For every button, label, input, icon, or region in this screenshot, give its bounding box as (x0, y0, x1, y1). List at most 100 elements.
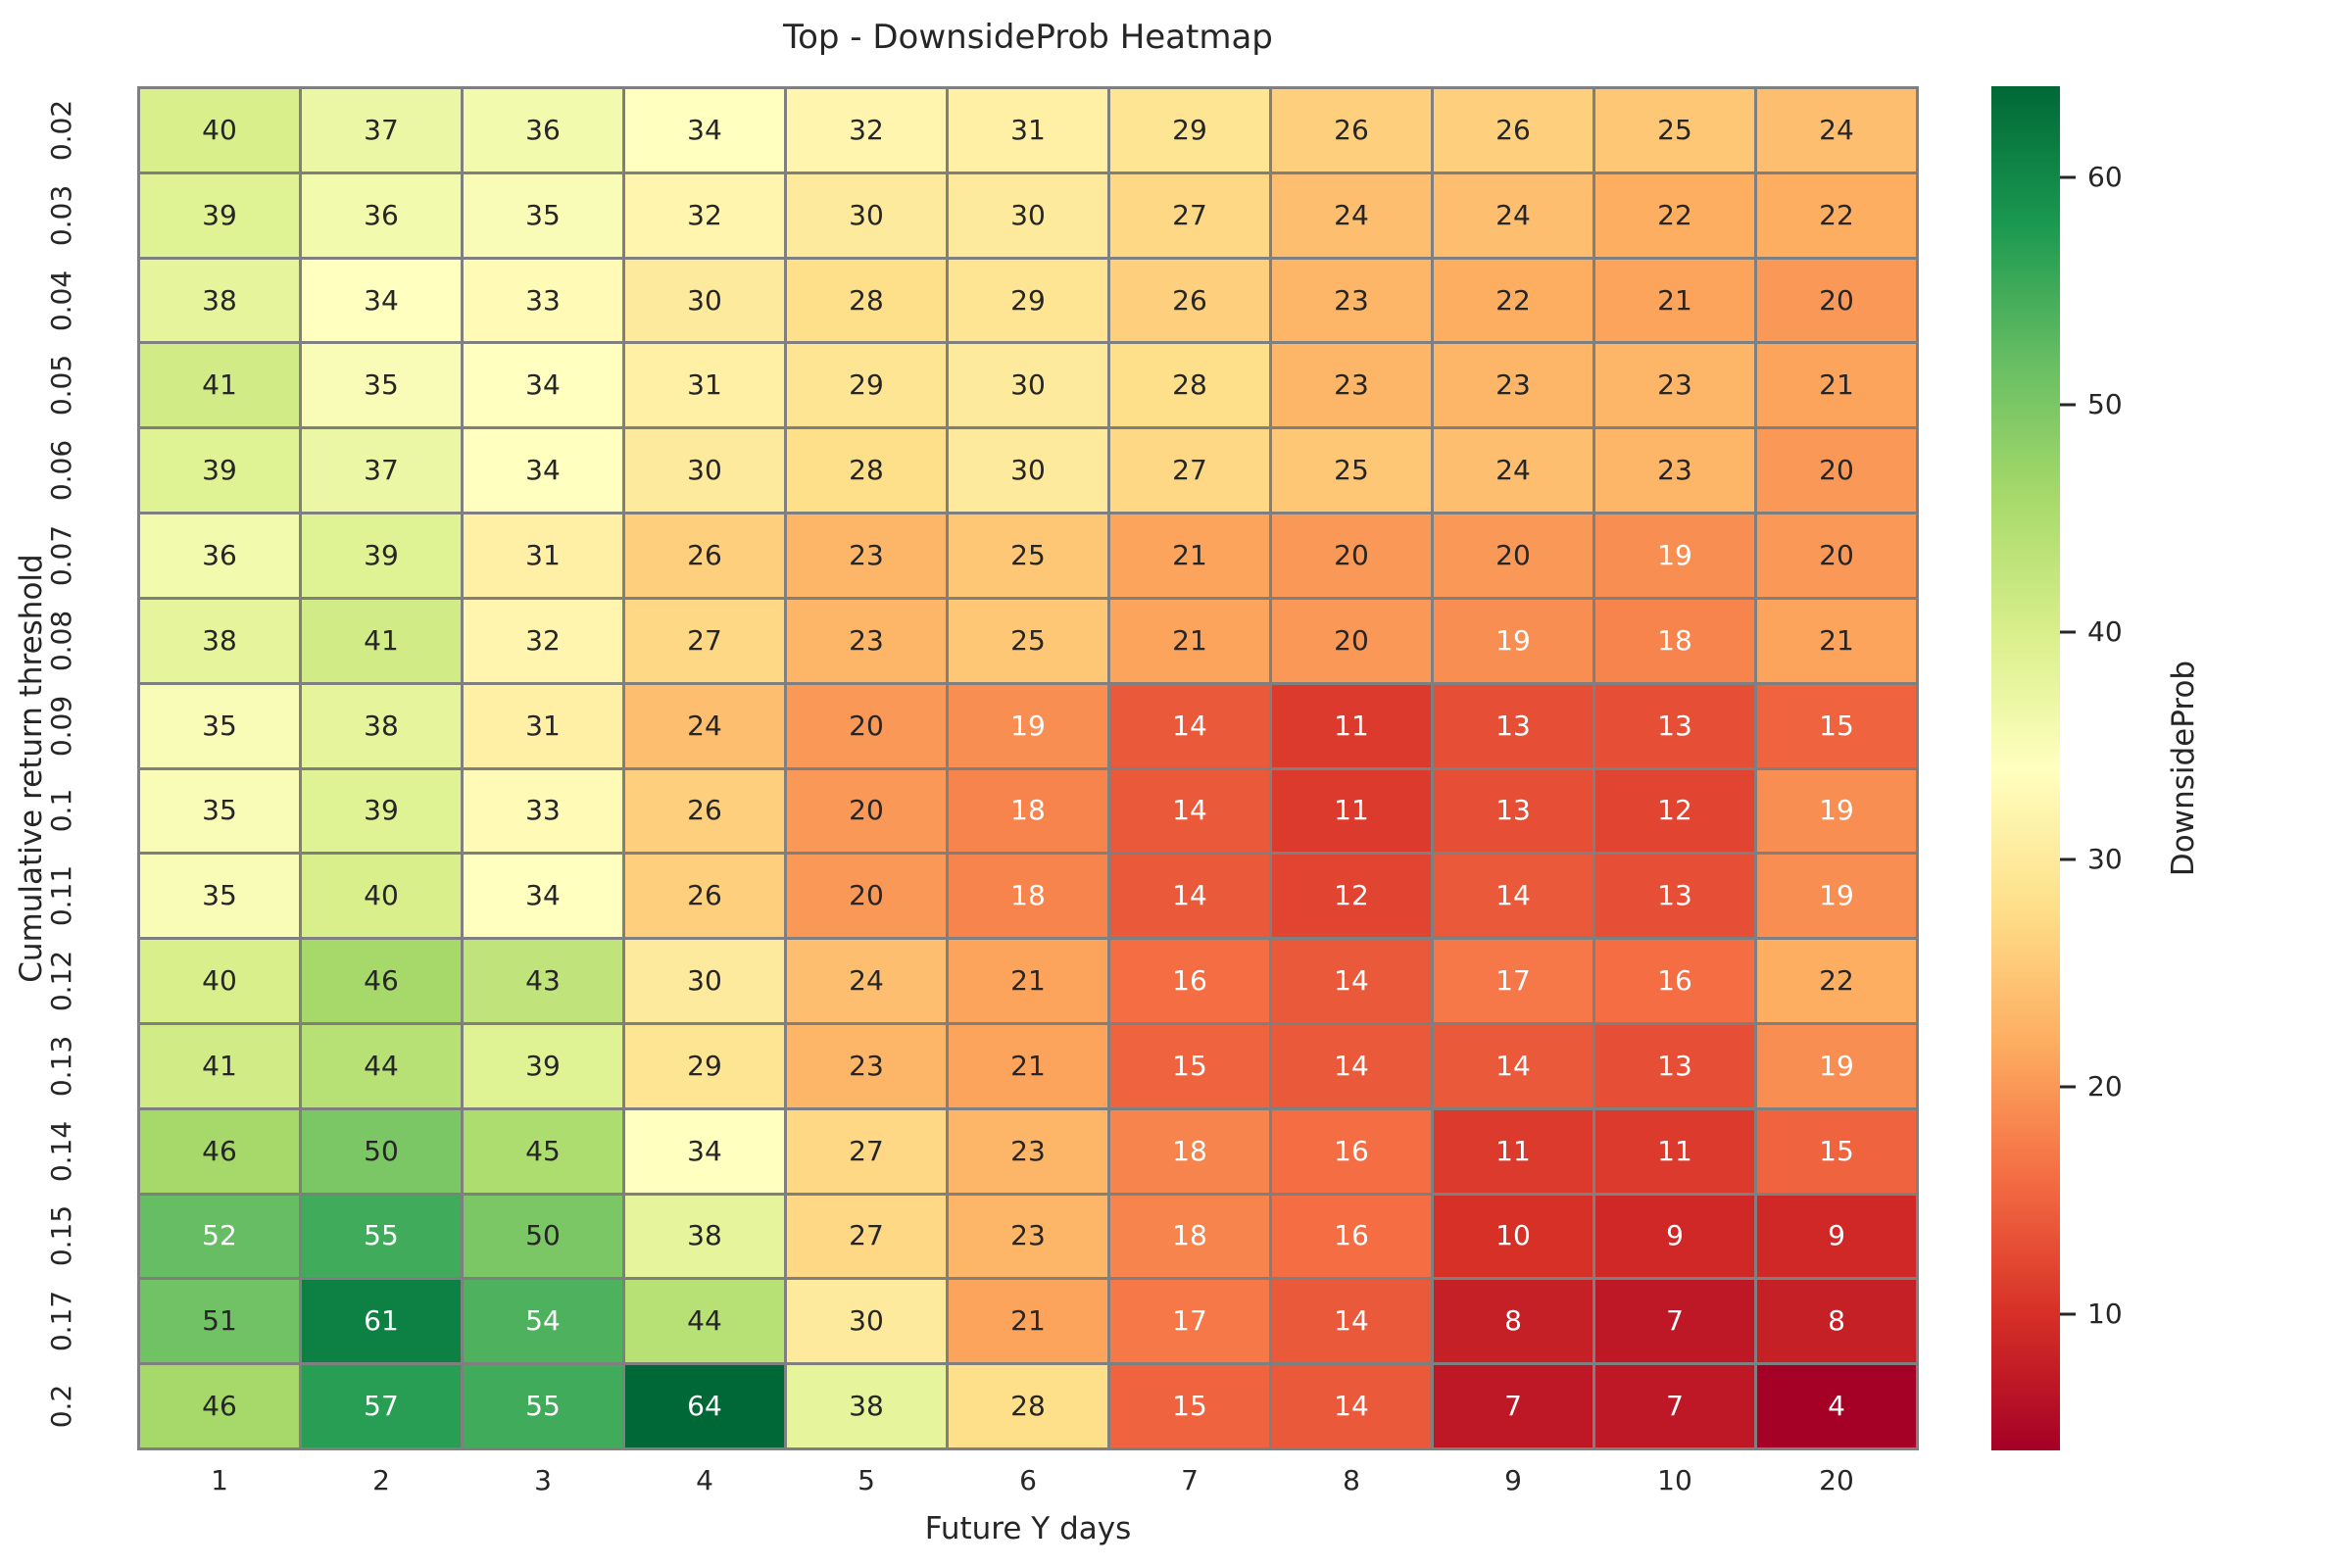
heatmap-cell: 20 (1272, 514, 1431, 597)
heatmap-cell: 15 (1110, 1365, 1269, 1447)
x-tick-label: 4 (696, 1464, 713, 1496)
heatmap-cell: 18 (1110, 1195, 1269, 1278)
heatmap-cell: 7 (1595, 1280, 1754, 1363)
heatmap-cell: 23 (787, 514, 946, 597)
heatmap-cell: 12 (1272, 855, 1431, 938)
heatmap-cell: 19 (1595, 514, 1754, 597)
heatmap-cell: 26 (1434, 89, 1592, 172)
heatmap-cell: 55 (464, 1365, 622, 1447)
colorbar-tick-label: 20 (2087, 1069, 2123, 1102)
heatmap-cell: 28 (949, 1365, 1107, 1447)
heatmap-cell: 50 (302, 1109, 461, 1193)
heatmap-cell: 23 (1272, 344, 1431, 427)
heatmap-cell: 21 (1110, 514, 1269, 597)
heatmap-cell: 23 (1595, 344, 1754, 427)
heatmap-cell: 31 (949, 89, 1107, 172)
x-tick-label: 3 (534, 1464, 552, 1496)
heatmap-cell: 16 (1272, 1109, 1431, 1193)
x-tick-label: 20 (1819, 1464, 1854, 1496)
heatmap-cell: 28 (1110, 344, 1269, 427)
heatmap-cell: 43 (464, 940, 622, 1022)
heatmap-cell: 32 (625, 173, 784, 257)
colorbar-tick-mark (2060, 1085, 2076, 1089)
heatmap-cell: 36 (140, 514, 299, 597)
heatmap-cell: 40 (140, 940, 299, 1022)
colorbar-tick-mark (2060, 1312, 2076, 1316)
heatmap-cell: 23 (1272, 259, 1431, 342)
heatmap-cell: 22 (1595, 173, 1754, 257)
heatmap-cell: 21 (949, 1024, 1107, 1107)
heatmap-cell: 19 (1434, 599, 1592, 682)
heatmap-cell: 54 (464, 1280, 622, 1363)
heatmap-grid: 40 37 36 34 32 31 29 26 26 25 24 39 36 35 32 30 30 27 24 24… (137, 86, 1919, 1450)
heatmap-cell: 18 (1595, 599, 1754, 682)
heatmap-cell: 34 (464, 855, 622, 938)
heatmap-cell: 21 (1757, 344, 1916, 427)
heatmap-cell: 38 (302, 684, 461, 767)
heatmap-cell: 30 (949, 173, 1107, 257)
x-tick-label: 10 (1657, 1464, 1692, 1496)
heatmap-cell: 57 (302, 1365, 461, 1447)
heatmap-cell: 14 (1272, 1280, 1431, 1363)
heatmap-cell: 27 (1110, 173, 1269, 257)
x-tick-label: 5 (858, 1464, 875, 1496)
heatmap-cell: 34 (302, 259, 461, 342)
heatmap-cell: 24 (625, 684, 784, 767)
heatmap-cell: 41 (140, 344, 299, 427)
heatmap-cell: 35 (140, 855, 299, 938)
heatmap-cell: 30 (949, 429, 1107, 513)
heatmap-cell: 23 (787, 599, 946, 682)
colorbar-tick-mark (2060, 630, 2076, 634)
heatmap-cell: 13 (1434, 684, 1592, 767)
heatmap-cell: 12 (1595, 769, 1754, 853)
heatmap-cell: 13 (1434, 769, 1592, 853)
heatmap-cell: 8 (1757, 1280, 1916, 1363)
heatmap-cell: 14 (1272, 1365, 1431, 1447)
heatmap-cell: 27 (625, 599, 784, 682)
heatmap-cell: 39 (140, 173, 299, 257)
heatmap-cell: 28 (787, 429, 946, 513)
heatmap-cell: 29 (949, 259, 1107, 342)
heatmap-cell: 25 (1595, 89, 1754, 172)
heatmap-cell: 37 (302, 89, 461, 172)
heatmap-cell: 30 (625, 940, 784, 1022)
heatmap-cell: 33 (464, 259, 622, 342)
colorbar-tick-mark (2060, 403, 2076, 407)
heatmap-cell: 23 (949, 1109, 1107, 1193)
heatmap-cell: 28 (787, 259, 946, 342)
heatmap-cell: 20 (1757, 429, 1916, 513)
heatmap-cell: 24 (1434, 429, 1592, 513)
heatmap-cell: 61 (302, 1280, 461, 1363)
heatmap-cell: 26 (625, 855, 784, 938)
heatmap-cell: 4 (1757, 1365, 1916, 1447)
heatmap-cell: 46 (140, 1365, 299, 1447)
x-axis-label: Future Y days (924, 1511, 1132, 1546)
heatmap-cell: 21 (1757, 599, 1916, 682)
heatmap-cell: 24 (787, 940, 946, 1022)
heatmap-cell: 29 (787, 344, 946, 427)
heatmap-cell: 25 (949, 514, 1107, 597)
heatmap-cell: 26 (1110, 259, 1269, 342)
heatmap-cell: 39 (302, 769, 461, 853)
heatmap-cell: 14 (1110, 769, 1269, 853)
heatmap-cell: 31 (625, 344, 784, 427)
heatmap-cell: 11 (1272, 769, 1431, 853)
heatmap-cell: 17 (1110, 1280, 1269, 1363)
heatmap-cell: 22 (1757, 173, 1916, 257)
heatmap-cell: 26 (1272, 89, 1431, 172)
heatmap-cell: 23 (1595, 429, 1754, 513)
heatmap-cell: 14 (1110, 684, 1269, 767)
heatmap-cell: 25 (949, 599, 1107, 682)
heatmap-cell: 52 (140, 1195, 299, 1278)
heatmap-cell: 38 (140, 599, 299, 682)
heatmap-cell: 34 (625, 1109, 784, 1193)
heatmap-cell: 24 (1434, 173, 1592, 257)
heatmap-cell: 27 (1110, 429, 1269, 513)
heatmap-cell: 23 (787, 1024, 946, 1107)
heatmap-cell: 30 (787, 173, 946, 257)
heatmap-cell: 30 (787, 1280, 946, 1363)
heatmap-cell: 11 (1595, 1109, 1754, 1193)
heatmap-cell: 29 (1110, 89, 1269, 172)
heatmap-cell: 24 (1757, 89, 1916, 172)
heatmap-cell: 38 (140, 259, 299, 342)
